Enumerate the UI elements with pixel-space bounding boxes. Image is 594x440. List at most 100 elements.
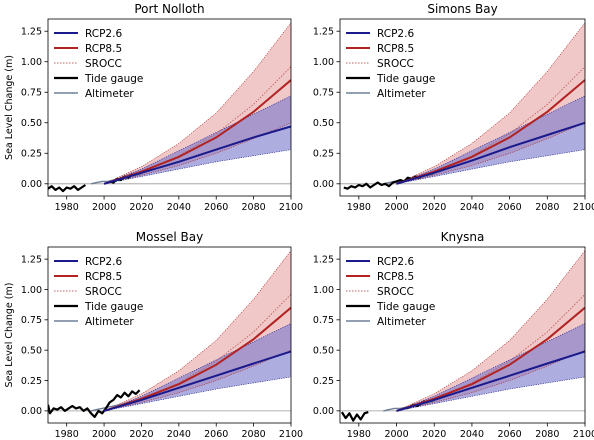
plot-area	[48, 22, 291, 193]
x-tick-label: 2000	[92, 202, 116, 213]
x-tick-label: 2040	[167, 429, 191, 440]
chart-panel: Port Nolloth Sea Level Change (m) 1980 2000…	[4, 2, 303, 213]
rcp26-high-bound	[396, 95, 585, 185]
rcp85-low-bound	[396, 349, 585, 412]
plot-area	[340, 250, 585, 422]
rcp26-band	[104, 323, 291, 411]
legend: RCP2.6 RCP8.5 SROCC Tide gauge Altimeter	[54, 28, 143, 100]
srocc-legend-label: SROCC	[85, 58, 122, 70]
tide-gauge-line	[343, 174, 424, 190]
panel-title: Knysna	[441, 230, 485, 244]
y-tick-label: 1.00	[21, 57, 42, 68]
y-tick-label: 0.00	[21, 406, 42, 417]
srocc-legend-label: SROCC	[377, 286, 414, 298]
legend: RCP2.6 RCP8.5 SROCC Tide gauge Altimeter	[346, 28, 435, 100]
x-tick-label: 2000	[92, 429, 116, 440]
y-tick-label: 1.25	[21, 27, 42, 38]
x-tick-label: 2060	[204, 202, 228, 213]
rcp85-high-bound	[396, 250, 585, 412]
rcp26-low-bound	[104, 376, 291, 412]
x-tick-label: 2060	[498, 202, 522, 213]
y-tick-label: 0.25	[313, 149, 334, 160]
x-tick-label: 2100	[573, 429, 594, 440]
x-tick-label: 2040	[167, 202, 191, 213]
rcp26-line	[396, 350, 585, 412]
y-tick-label: 0.00	[313, 406, 334, 417]
chart-panel: Mossel Bay Sea Level Change (m) 1980 2000 20…	[4, 230, 303, 440]
srocc-legend-label: SROCC	[377, 58, 414, 70]
x-tick-label: 2000	[384, 202, 408, 213]
y-tick-label: 0.50	[21, 345, 42, 356]
y-tick-label: 0.25	[21, 149, 42, 160]
axes-frame	[339, 18, 586, 197]
tide-gauge-legend-label: Tide gauge	[84, 301, 143, 313]
x-tick-label: 2000	[384, 429, 408, 440]
rcp26-low-bound	[104, 149, 291, 185]
y-tick-label: 0.75	[21, 315, 42, 326]
tide-gauge-legend-label: Tide gauge	[84, 73, 143, 85]
tide-gauge-legend-label: Tide gauge	[376, 73, 435, 85]
rcp85-legend-label: RCP8.5	[377, 271, 414, 283]
x-tick-label: 1980	[347, 202, 371, 213]
plot-area	[48, 250, 291, 418]
rcp85-high-bound	[103, 250, 291, 412]
y-tick-label: 0.00	[313, 179, 334, 190]
rcp26-legend-label: RCP2.6	[377, 256, 414, 268]
x-tick-label: 2100	[279, 202, 303, 213]
axes-frame	[47, 18, 292, 197]
y-tick-label: 0.25	[21, 376, 42, 387]
legend: RCP2.6 RCP8.5 SROCC Tide gauge Altimeter	[54, 256, 143, 328]
x-tick-label: 2100	[573, 202, 594, 213]
y-tick-label: 1.25	[21, 254, 42, 265]
y-tick-label: 0.50	[21, 118, 42, 129]
rcp85-high-bound	[103, 22, 291, 185]
rcp85-low-bound	[104, 349, 291, 412]
x-tick-label: 2100	[279, 429, 303, 440]
tide-gauge-line	[48, 389, 141, 418]
srocc-legend-label: SROCC	[85, 286, 122, 298]
rcp26-low-bound	[396, 376, 585, 412]
altimeter-legend-label: Altimeter	[85, 88, 134, 100]
x-tick-label: 2080	[242, 202, 266, 213]
y-tick-label: 0.75	[313, 315, 334, 326]
x-tick-label: 2040	[460, 429, 484, 440]
rcp26-line	[103, 350, 291, 412]
x-tick-label: 2080	[242, 429, 266, 440]
x-tick-label: 2020	[422, 429, 446, 440]
axes-frame	[47, 246, 292, 424]
x-tick-label: 2040	[460, 202, 484, 213]
rcp26-band	[104, 95, 291, 184]
x-tick-label: 1980	[55, 429, 79, 440]
tide-gauge-legend-label: Tide gauge	[376, 301, 435, 313]
chart-panel: Simons Bay 1980 2000 2020 2040 2060 2080 2100 0.…	[313, 2, 594, 213]
y-axis-label: Sea Level Change (m)	[4, 55, 15, 160]
y-tick-label: 1.00	[21, 285, 42, 296]
rcp26-band	[396, 323, 585, 411]
tide-gauge-line	[48, 173, 133, 193]
altimeter-legend-label: Altimeter	[377, 316, 426, 328]
rcp26-legend-label: RCP2.6	[85, 256, 122, 268]
altimeter-legend-label: Altimeter	[377, 88, 426, 100]
rcp85-legend-label: RCP8.5	[377, 43, 414, 55]
y-tick-label: 0.75	[21, 88, 42, 99]
y-tick-label: 1.00	[313, 57, 334, 68]
x-tick-label: 2020	[422, 202, 446, 213]
y-tick-label: 1.00	[313, 285, 334, 296]
rcp26-legend-label: RCP2.6	[377, 28, 414, 40]
panel-title: Port Nolloth	[134, 2, 204, 16]
rcp26-high-bound	[396, 323, 585, 412]
y-tick-label: 1.25	[313, 27, 334, 38]
y-tick-label: 0.50	[313, 118, 334, 129]
y-tick-label: 0.00	[21, 179, 42, 190]
y-tick-label: 0.25	[313, 376, 334, 387]
x-tick-label: 2020	[129, 202, 153, 213]
rcp85-high-bound	[396, 22, 585, 185]
altimeter-legend-label: Altimeter	[85, 316, 134, 328]
x-tick-label: 2060	[204, 429, 228, 440]
y-tick-label: 0.75	[313, 88, 334, 99]
rcp26-line	[396, 121, 585, 185]
plot-area	[340, 22, 585, 190]
panel-title: Simons Bay	[427, 2, 497, 16]
x-tick-label: 1980	[55, 202, 79, 213]
